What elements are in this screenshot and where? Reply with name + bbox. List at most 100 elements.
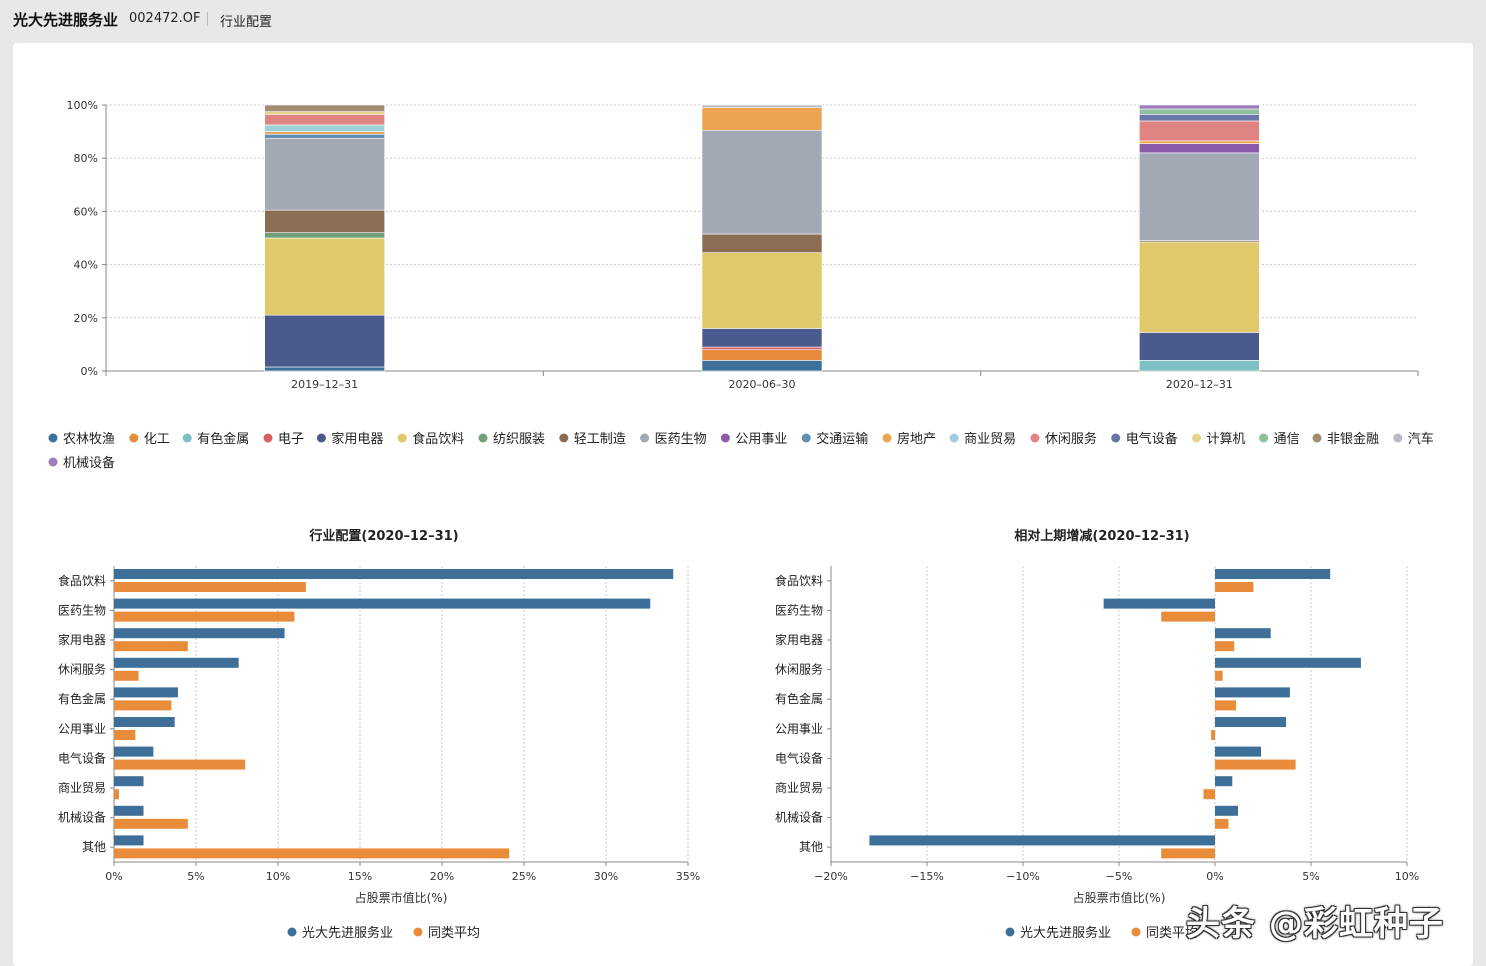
bar[interactable] [114, 848, 510, 859]
legend-marker[interactable] [1111, 433, 1121, 443]
stack-segment[interactable] [701, 233, 823, 253]
legend-marker[interactable] [478, 433, 488, 443]
stack-segment[interactable] [264, 131, 385, 135]
stack-segment[interactable] [701, 349, 823, 361]
legend-label[interactable]: 同类平均 [1146, 926, 1198, 941]
bar[interactable] [114, 628, 285, 639]
bar[interactable] [1215, 582, 1254, 592]
legend-marker[interactable] [413, 927, 423, 937]
bar[interactable] [114, 717, 175, 727]
legend-label[interactable]: 医药生物 [655, 432, 707, 447]
stack-segment[interactable] [264, 232, 385, 239]
bar[interactable] [114, 657, 239, 668]
stack-segment[interactable] [1139, 360, 1260, 372]
legend-marker[interactable] [1030, 433, 1040, 443]
bar[interactable] [114, 582, 306, 592]
legend-label[interactable]: 轻工制造 [574, 432, 626, 447]
stack-segment[interactable] [264, 104, 385, 112]
bar[interactable] [1215, 657, 1361, 668]
bar[interactable] [1215, 687, 1290, 698]
legend-marker[interactable] [949, 433, 959, 443]
bar[interactable] [1161, 611, 1215, 622]
stack-segment[interactable] [264, 237, 385, 316]
legend-marker[interactable] [801, 433, 811, 443]
stack-segment[interactable] [1139, 241, 1260, 333]
stack-segment[interactable] [264, 114, 385, 126]
bar[interactable] [1215, 569, 1331, 579]
bar[interactable] [1203, 789, 1215, 800]
stack-segment[interactable] [701, 252, 823, 329]
legend-marker[interactable] [1393, 433, 1403, 443]
legend-label[interactable]: 房地产 [897, 431, 936, 447]
legend-label[interactable]: 电气设备 [1126, 431, 1178, 447]
stack-segment[interactable] [1139, 140, 1260, 144]
legend-label[interactable]: 纺织服装 [493, 432, 545, 447]
legend-marker[interactable] [316, 433, 326, 443]
legend-marker[interactable] [640, 433, 650, 443]
bar[interactable] [1215, 759, 1296, 770]
stack-segment[interactable] [1139, 152, 1260, 241]
legend-label[interactable]: 非银金融 [1327, 431, 1379, 447]
legend-marker[interactable] [1312, 433, 1322, 443]
bar[interactable] [114, 641, 188, 652]
bar[interactable] [1161, 848, 1215, 859]
stack-segment[interactable] [264, 314, 385, 368]
stack-segment[interactable] [264, 366, 385, 372]
bar[interactable] [1215, 628, 1271, 639]
legend-marker[interactable] [48, 433, 58, 443]
legend-label[interactable]: 通信 [1274, 432, 1300, 447]
legend-label[interactable]: 汽车 [1408, 431, 1434, 447]
legend-marker[interactable] [720, 433, 730, 443]
bar[interactable] [114, 687, 178, 698]
stack-segment[interactable] [1139, 332, 1260, 361]
stack-segment[interactable] [701, 360, 823, 372]
legend-marker[interactable] [559, 433, 569, 443]
stack-segment[interactable] [264, 137, 385, 211]
bar[interactable] [114, 670, 139, 681]
bar[interactable] [1215, 717, 1287, 727]
stack-segment[interactable] [264, 209, 385, 233]
stack-segment[interactable] [264, 111, 385, 115]
stack-segment[interactable] [1139, 108, 1260, 115]
bar[interactable] [114, 805, 144, 816]
bar[interactable] [1215, 805, 1239, 816]
stack-segment[interactable] [701, 328, 823, 348]
legend-label[interactable]: 光大先进服务业 [1020, 925, 1111, 941]
legend-label[interactable]: 同类平均 [428, 926, 480, 941]
bar[interactable] [114, 611, 295, 622]
legend-label[interactable]: 休闲服务 [1045, 431, 1097, 447]
stack-segment[interactable] [701, 104, 823, 108]
legend-label[interactable]: 商业贸易 [964, 432, 1016, 447]
bar[interactable] [1215, 818, 1229, 829]
stack-segment[interactable] [701, 129, 823, 235]
legend-marker[interactable] [287, 927, 297, 937]
legend-marker[interactable] [1192, 433, 1201, 443]
stack-segment[interactable] [1139, 104, 1260, 110]
stack-segment[interactable] [1139, 114, 1260, 122]
stack-segment[interactable] [701, 107, 823, 131]
bar[interactable] [1211, 730, 1215, 740]
stack-segment[interactable] [264, 133, 385, 139]
legend-marker[interactable] [48, 457, 58, 467]
bar[interactable] [114, 818, 188, 829]
legend-marker[interactable] [1259, 433, 1269, 443]
legend-label[interactable]: 公用事业 [735, 432, 787, 447]
bar[interactable] [1215, 670, 1223, 681]
legend-marker[interactable] [263, 433, 273, 443]
bar[interactable] [114, 776, 144, 787]
legend-marker[interactable] [882, 433, 892, 443]
legend-label[interactable]: 交通运输 [816, 431, 868, 447]
legend-label[interactable]: 家用电器 [331, 431, 383, 447]
legend-label[interactable]: 农林牧渔 [63, 432, 115, 447]
section-title[interactable]: 行业配置 [220, 15, 273, 30]
bar[interactable] [1215, 776, 1233, 787]
legend-label[interactable]: 光大先进服务业 [302, 925, 393, 941]
bar[interactable] [114, 835, 144, 846]
bar[interactable] [114, 746, 154, 757]
legend-label[interactable]: 有色金属 [197, 431, 249, 447]
legend-label[interactable]: 化工 [144, 432, 170, 447]
bar[interactable] [869, 835, 1215, 846]
bar[interactable] [114, 569, 674, 579]
bar[interactable] [1215, 641, 1235, 652]
bar[interactable] [1215, 746, 1262, 757]
